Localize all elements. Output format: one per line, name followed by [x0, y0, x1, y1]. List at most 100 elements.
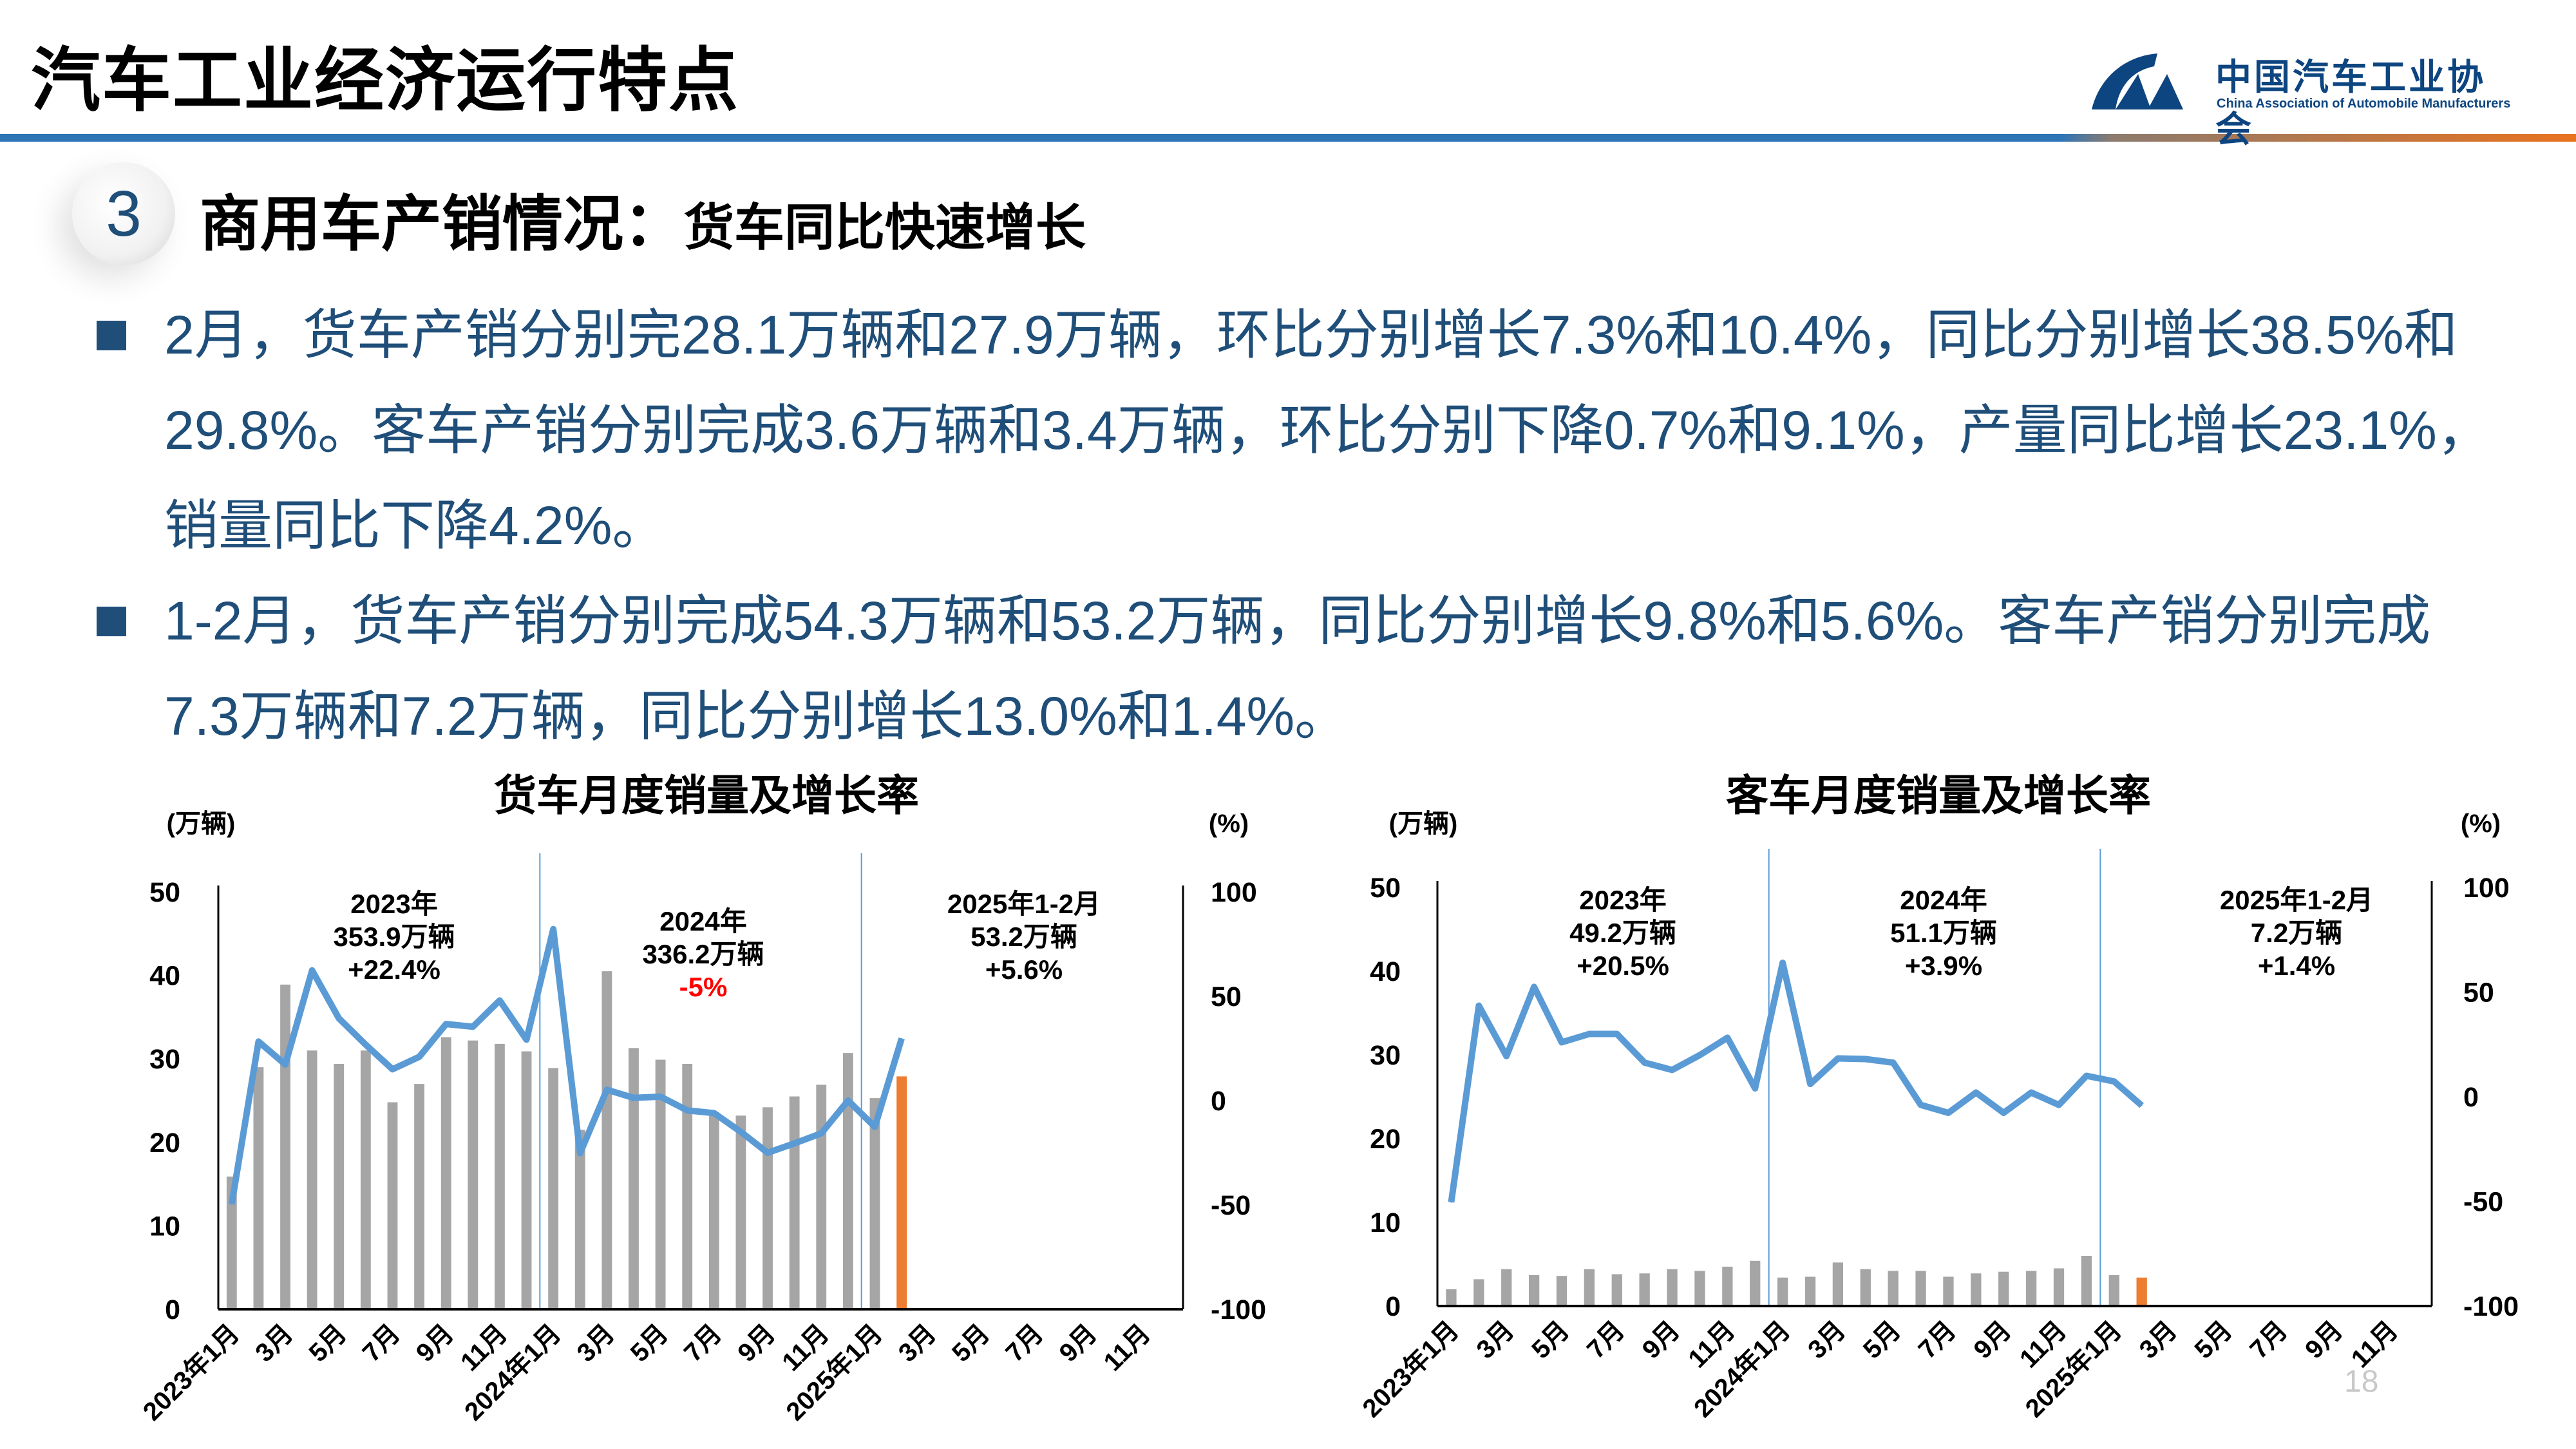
year-annotation: 49.2万辆	[1569, 918, 1676, 948]
x-tick-label: 3月	[250, 1319, 298, 1367]
bullet-item: 2月，货车产销分别完28.1万辆和27.9万辆，环比分别增长7.3%和10.4%…	[97, 287, 2505, 573]
y2-tick-label: 50	[1211, 981, 1242, 1012]
bar	[629, 1048, 639, 1309]
bar	[1750, 1260, 1761, 1306]
logo-name-cn: 中国汽车工业协会	[2215, 57, 2486, 149]
year-annotation: +1.4%	[2258, 951, 2335, 981]
growth-rate-point	[1533, 986, 1535, 988]
year-annotation: 7.2万辆	[2251, 918, 2342, 948]
bar	[1556, 1276, 1567, 1306]
square-bullet-icon	[97, 321, 126, 350]
bullet-list: 2月，货车产销分别完28.1万辆和27.9万辆，环比分别增长7.3%和10.4%…	[97, 287, 2505, 764]
growth-rate-point	[2003, 1112, 2005, 1114]
bar	[1611, 1274, 1622, 1306]
growth-rate-point	[445, 1023, 447, 1025]
growth-rate-point	[419, 1056, 421, 1057]
growth-rate-point	[1561, 1041, 1562, 1043]
year-annotation: 2024年	[659, 906, 746, 936]
bar	[1584, 1269, 1595, 1306]
x-tick-label: 2023年1月	[138, 1319, 245, 1426]
y2-tick-label: 0	[2463, 1082, 2479, 1113]
y-tick-label: 40	[149, 961, 180, 992]
bar	[521, 1051, 532, 1309]
growth-rate-point	[820, 1132, 822, 1134]
y2-tick-label: 0	[1211, 1086, 1226, 1117]
x-tick-label: 5月	[2190, 1316, 2238, 1364]
growth-rate-point	[338, 1018, 340, 1019]
growth-rate-point	[793, 1142, 795, 1144]
x-tick-label: 3月	[572, 1319, 620, 1367]
year-annotation: 2025年1-2月	[947, 889, 1101, 919]
x-tick-label: 3月	[1471, 1316, 1519, 1364]
x-tick-label: 5月	[947, 1319, 995, 1367]
growth-rate-point	[1782, 962, 1784, 963]
section-heading: 商用车产销情况：货车同比快速增长	[200, 175, 1086, 263]
chart-title: 客车月度销量及增长率	[1726, 772, 2151, 819]
bar	[280, 984, 290, 1309]
x-tick-label: 2023年1月	[1357, 1316, 1464, 1423]
y-axis-label: (万辆)	[167, 810, 236, 838]
x-tick-label: 3月	[893, 1319, 942, 1367]
growth-rate-point	[498, 999, 500, 1001]
bar	[1639, 1273, 1650, 1306]
y-tick-label: 30	[149, 1044, 180, 1075]
x-tick-label: 7月	[1913, 1316, 1962, 1364]
bar	[682, 1063, 693, 1309]
growth-rate-point	[231, 1203, 232, 1205]
growth-rate-point	[740, 1131, 742, 1133]
y-axis-label: (万辆)	[1389, 810, 1458, 838]
bar	[1860, 1269, 1871, 1306]
growth-rate-point	[874, 1126, 876, 1128]
growth-rate-point	[2031, 1092, 2032, 1094]
bar	[2025, 1271, 2037, 1306]
growth-rate-point	[1892, 1062, 1894, 1064]
x-tick-label: 7月	[2244, 1316, 2293, 1364]
x-tick-label: 5月	[303, 1319, 352, 1367]
chart-title: 货车月度销量及增长率	[494, 772, 919, 819]
y-tick-label: 50	[1370, 873, 1401, 904]
year-annotation: +20.5%	[1577, 951, 1669, 981]
growth-rate-point	[713, 1112, 715, 1114]
bullet-text: 1-2月，货车产销分别完成54.3万辆和53.2万辆，同比分别增长9.8%和5.…	[164, 591, 2431, 746]
y2-axis-label: (%)	[1209, 810, 1249, 838]
growth-rate-point	[659, 1095, 661, 1097]
square-bullet-icon	[97, 607, 126, 636]
x-tick-label: 11月	[1099, 1319, 1156, 1376]
x-tick-label: 7月	[1000, 1319, 1048, 1367]
y-tick-label: 40	[1370, 956, 1401, 987]
growth-rate-point	[2085, 1075, 2087, 1077]
section-title: 商用车产销情况：	[200, 190, 685, 258]
growth-rate-point	[1616, 1033, 1618, 1035]
growth-rate-point	[1643, 1062, 1645, 1064]
growth-rate-point	[1699, 1054, 1701, 1056]
growth-rate-point	[767, 1152, 769, 1153]
bar	[334, 1063, 345, 1309]
y2-tick-label: -100	[1211, 1294, 1266, 1325]
growth-rate-point	[1975, 1092, 1977, 1094]
year-annotation: 2024年	[1900, 885, 1987, 915]
growth-rate-point	[901, 1037, 903, 1039]
growth-rate-point	[1727, 1037, 1728, 1039]
bar	[1694, 1271, 1705, 1306]
y2-axis-label: (%)	[2461, 810, 2501, 838]
growth-rate-point	[687, 1110, 688, 1112]
growth-rate-point	[1920, 1104, 1922, 1106]
growth-rate-point	[2141, 1104, 2143, 1106]
y-tick-label: 20	[149, 1128, 180, 1159]
growth-rate-point	[579, 1152, 581, 1154]
page-number: 18	[2344, 1365, 2379, 1399]
bar	[1501, 1269, 1512, 1306]
bar	[2081, 1256, 2092, 1306]
x-tick-label: 7月	[357, 1319, 406, 1367]
y2-tick-label: 50	[2463, 978, 2494, 1009]
bar	[2053, 1268, 2065, 1306]
bar	[1446, 1289, 1457, 1306]
bar	[495, 1043, 505, 1309]
y-tick-label: 20	[1370, 1124, 1401, 1155]
x-tick-label: 9月	[411, 1319, 459, 1367]
x-tick-label: 9月	[1637, 1316, 1685, 1364]
growth-rate-point	[365, 1044, 366, 1046]
bar	[789, 1096, 800, 1309]
y-tick-label: 30	[1370, 1040, 1401, 1071]
year-annotation: 2025年1-2月	[2220, 885, 2373, 915]
